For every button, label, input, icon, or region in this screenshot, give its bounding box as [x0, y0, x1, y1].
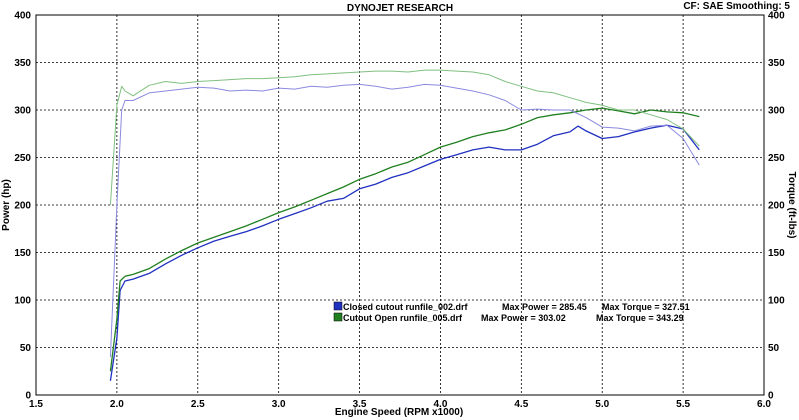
- y-tick-labels-right: 0 50 100 150 200 250 300 350 400: [768, 11, 785, 402]
- legend-name-closed: Closed cutout runfile_002.drf: [343, 302, 469, 312]
- legend: Closed cutout runfile_002.drf Max Power …: [333, 301, 690, 323]
- series-line-power-closed-cutout: [109, 124, 700, 381]
- x-tick-label: 1.5: [29, 399, 43, 410]
- y-tick-label-left: 150: [14, 248, 31, 259]
- y-tick-label-left: 100: [14, 296, 31, 307]
- y-tick-label-left: 350: [14, 58, 31, 69]
- x-tick-label: 4.0: [433, 399, 447, 410]
- x-tick-label: 5.0: [595, 399, 609, 410]
- legend-power-closed: Max Power = 285.45: [502, 302, 587, 312]
- y-tick-label-right: 100: [768, 296, 785, 307]
- legend-torque-closed: Max Torque = 327.51: [602, 302, 690, 312]
- series-line-torque-closed-cutout: [109, 83, 700, 358]
- y-tick-label-left: 400: [14, 11, 31, 22]
- chart-title: DYNOJET RESEARCH: [347, 3, 453, 14]
- plot-frame: [35, 14, 765, 396]
- y-tick-label-right: 200: [768, 201, 785, 212]
- y-tick-label-left: 200: [14, 201, 31, 212]
- series-layer: [109, 69, 700, 381]
- x-tick-label: 2.0: [110, 399, 124, 410]
- y-tick-label-right: 0: [768, 391, 774, 402]
- x-tick-label: 4.5: [514, 399, 528, 410]
- y-tick-label-right: 150: [768, 248, 785, 259]
- y-tick-labels-left: 0 50 100 150 200 250 300 350 400: [14, 11, 31, 402]
- y-tick-label-left: 50: [20, 343, 32, 354]
- x-tick-label: 5.5: [676, 399, 690, 410]
- legend-swatch-open: [333, 312, 343, 322]
- y-tick-label-left: 300: [14, 106, 31, 117]
- legend-torque-open: Max Torque = 343.29: [596, 313, 684, 323]
- x-tick-labels: 1.5 2.0 2.5 3.0 3.5 4.0 4.5 5.0 5.5 6.0: [29, 399, 771, 410]
- y-tick-label-right: 300: [768, 106, 785, 117]
- chart-header-right: CF: SAE Smoothing: 5: [683, 1, 790, 12]
- x-axis-label: Engine Speed (RPM x1000): [335, 407, 463, 418]
- y-tick-label-right: 400: [768, 11, 785, 22]
- y-tick-label-right: 350: [768, 58, 785, 69]
- legend-power-open: Max Power = 303.02: [481, 313, 566, 323]
- x-tick-label: 2.5: [191, 399, 205, 410]
- x-tick-label: 3.5: [353, 399, 367, 410]
- y-tick-label-left: 0: [25, 391, 31, 402]
- grid: [36, 15, 764, 395]
- y-axis-label-left: Power (hp): [1, 179, 12, 231]
- y-tick-label-right: 250: [768, 153, 785, 164]
- y-axis-label-right: Torque (ft-lbs): [786, 171, 797, 238]
- series-line-power-cutout-open: [109, 107, 700, 372]
- x-tick-label: 6.0: [757, 399, 771, 410]
- series-line-torque-cutout-open: [109, 69, 700, 206]
- x-tick-label: 3.0: [272, 399, 286, 410]
- y-tick-label-left: 250: [14, 153, 31, 164]
- legend-swatch-closed: [333, 301, 343, 311]
- y-tick-label-right: 50: [768, 343, 780, 354]
- legend-name-open: Cutout Open runfile_005.drf: [343, 313, 463, 323]
